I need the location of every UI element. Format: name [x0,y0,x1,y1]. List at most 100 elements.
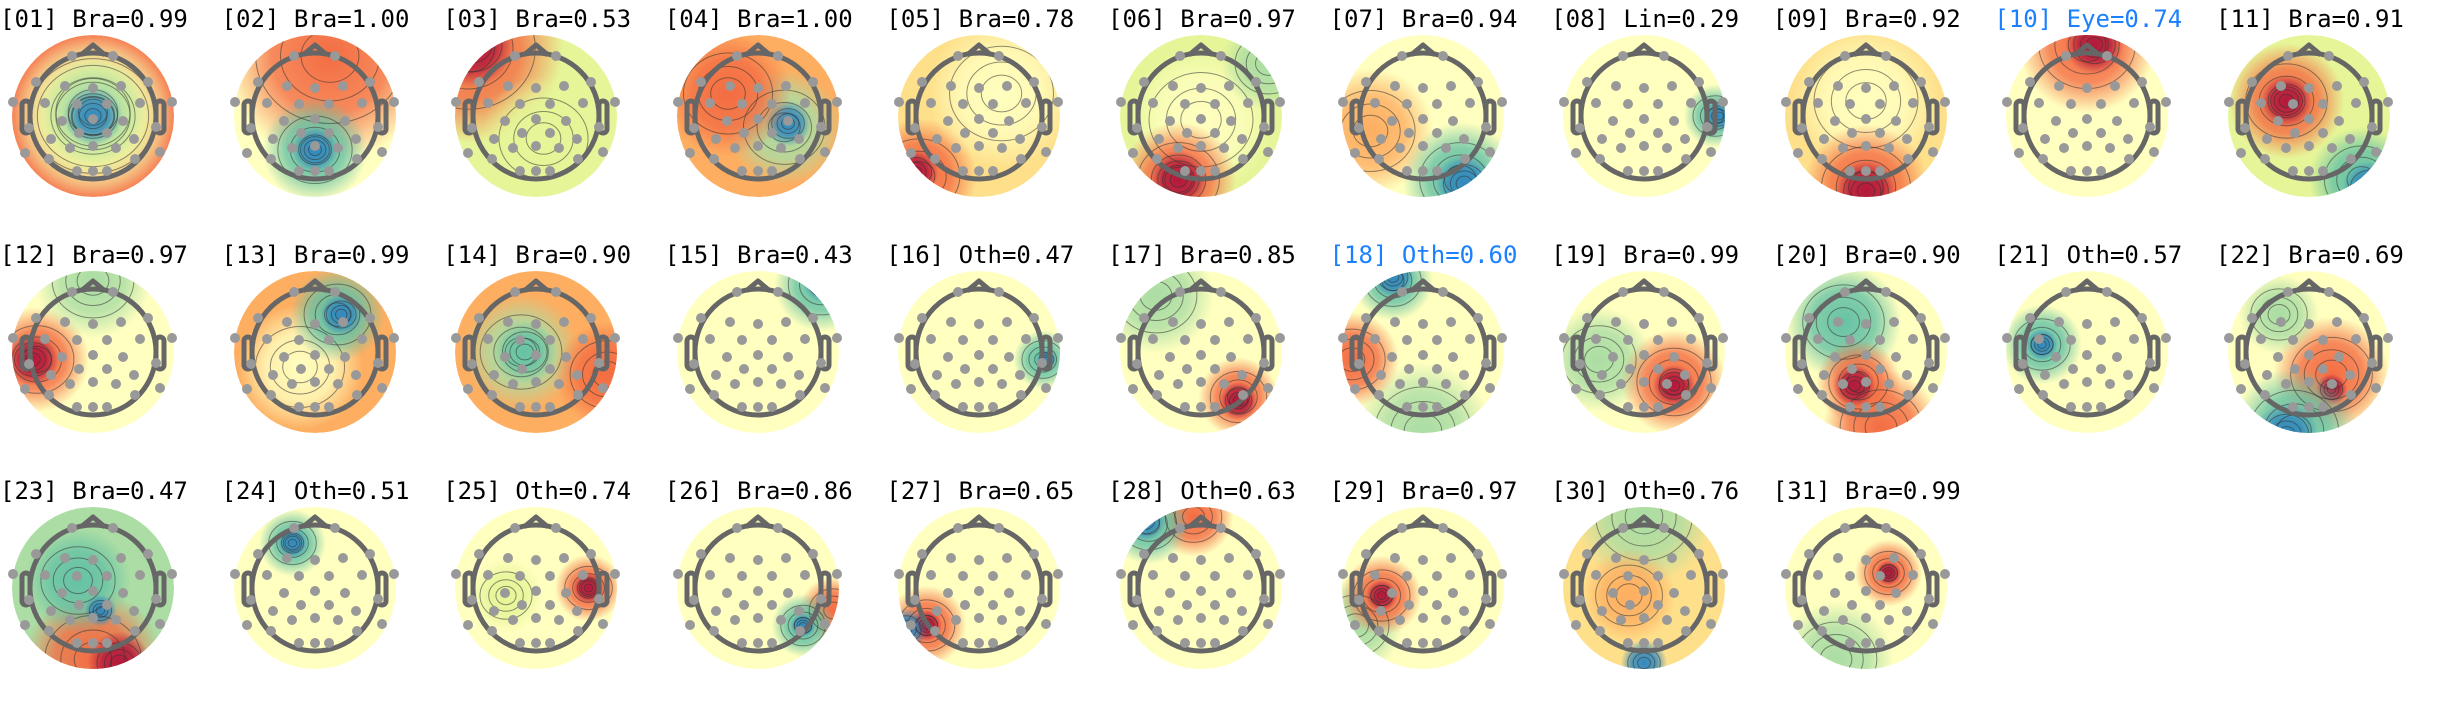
electrode-marker [2304,114,2314,124]
electrode-marker [1667,81,1677,91]
electrode-marker [333,615,343,625]
electrode-marker [953,523,963,533]
electrode-marker [108,523,118,533]
electrode-marker [800,334,810,344]
electrode-marker [1497,569,1507,579]
electrode-marker [1891,588,1901,598]
component-title: [21] Oth=0.57 [1994,241,2182,269]
electrode-marker [2304,350,2314,360]
electrode-marker [988,99,998,109]
electrode-marker [74,364,84,374]
electrode-marker [1175,287,1185,297]
electrode-marker [696,549,706,559]
electrode-marker [2066,99,2076,109]
electrode-marker [1418,166,1428,176]
electrode-marker [960,364,970,374]
electrode-marker [1639,319,1649,329]
contour-line [909,166,922,178]
component-panel: [01] Bra=0.99 [0,4,221,240]
electrode-marker [545,600,555,610]
electrode-marker [2334,116,2344,126]
electrode-marker [333,379,343,389]
electrode-marker [1370,570,1380,580]
electrode-marker [352,390,362,400]
electrode-marker [559,81,569,91]
electrode-marker [483,570,493,580]
component-panel: [09] Bra=0.92 [1773,4,1994,240]
electrode-marker [88,613,98,623]
electrode-marker [705,570,715,580]
contour-line [814,271,836,291]
electrode-marker [515,99,525,109]
electrode-marker [262,334,272,344]
electrode-marker [467,123,477,133]
electrode-marker [730,615,740,625]
electrode-marker [2345,370,2355,380]
electrode-marker [1370,334,1380,344]
electrode-marker [531,141,541,151]
electrode-marker [8,569,18,579]
electrode-marker [65,379,75,389]
electrode-marker [753,402,763,412]
electrode-marker [40,334,50,344]
topomap [1108,476,1329,712]
electrode-marker [2149,147,2159,157]
electrode-marker [1706,619,1716,629]
electrode-marker [324,600,334,610]
electrode-marker [1916,549,1926,559]
electrode-marker [1432,335,1442,345]
electrode-marker [1881,51,1891,61]
electrode-marker [1686,98,1696,108]
electrode-marker [130,154,140,164]
electrode-marker [1021,334,1031,344]
electrode-marker [1940,569,1950,579]
electrode-marker [2346,390,2356,400]
electrode-marker [559,553,569,563]
electrode-marker [2290,128,2300,138]
electrode-marker [2002,97,2012,107]
electrode-marker [389,569,399,579]
electrode-marker [474,549,484,559]
electrode-marker [1354,595,1364,605]
electrode-marker [1616,143,1626,153]
electrode-marker [816,594,826,604]
electrode-marker [1173,143,1183,153]
component-title: [23] Bra=0.47 [0,477,188,505]
electrode-marker [1875,364,1885,374]
electrode-marker [1845,571,1855,581]
electrode-marker [598,383,608,393]
electrode-marker [1237,370,1247,380]
electrode-marker [1662,379,1672,389]
component-panel: [27] Bra=0.65 [886,476,1107,712]
electrode-marker [1152,154,1162,164]
electrode-marker [333,143,343,153]
component-title: [22] Bra=0.69 [2216,241,2404,269]
electrode-marker [31,77,41,87]
electrode-marker [1402,99,1412,109]
electrode-marker [324,335,334,345]
electrode-marker [1224,317,1234,327]
electrode-marker [508,615,518,625]
topomap [886,476,1107,712]
electrode-marker [1210,638,1220,648]
electrode-marker [773,51,783,61]
electrode-marker [330,51,340,61]
electrode-marker [1653,335,1663,345]
electrode-marker [1002,553,1012,563]
electrode-marker [365,549,375,559]
electrode-marker [31,549,41,559]
electrode-marker [974,586,984,596]
electrode-marker [1804,549,1814,559]
electrode-marker [739,128,749,138]
electrode-marker [2145,122,2155,132]
electrode-marker [554,143,564,153]
electrode-marker [2318,166,2328,176]
electrode-marker [1694,313,1704,323]
electrode-marker [1559,333,1569,343]
electrode-marker [1418,319,1428,329]
electrode-marker [1702,358,1712,368]
electrode-marker [1653,571,1663,581]
electrode-marker [2304,83,2314,93]
electrode-marker [268,134,278,144]
electrode-marker [60,81,70,91]
